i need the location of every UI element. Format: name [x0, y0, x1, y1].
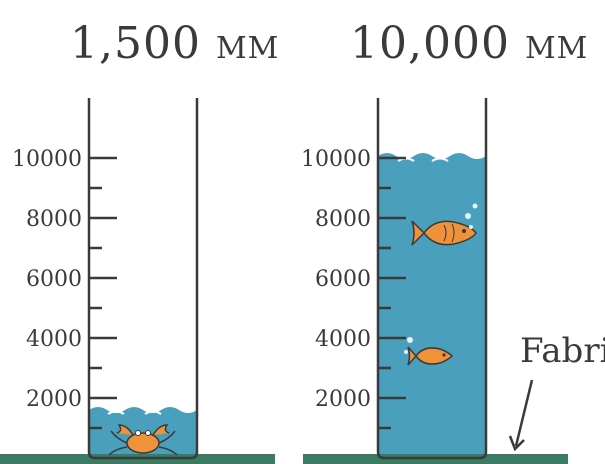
right-tick-6000: 6000	[315, 267, 371, 292]
right-water	[378, 153, 486, 454]
left-column-heading: 1,500 MM	[70, 18, 279, 69]
left-scale	[89, 156, 117, 430]
left-column-unit: MM	[215, 31, 280, 66]
right-column-heading: 10,000 MM	[350, 18, 588, 69]
crab-icon	[108, 424, 178, 456]
left-tube	[87, 98, 199, 460]
right-scale	[378, 156, 406, 430]
right-tick-10000: 10000	[301, 147, 371, 172]
left-column-value: 1,500	[70, 18, 201, 69]
right-tick-2000: 2000	[315, 387, 371, 412]
left-water	[89, 407, 197, 454]
right-tick-4000: 4000	[315, 327, 371, 352]
left-tick-10000: 10000	[12, 147, 82, 172]
left-tick-6000: 6000	[26, 267, 82, 292]
right-tube	[376, 98, 488, 460]
fish-icon	[407, 346, 454, 366]
left-tick-8000: 8000	[26, 207, 82, 232]
right-column-unit: MM	[524, 31, 589, 66]
left-tick-2000: 2000	[26, 387, 82, 412]
left-tick-4000: 4000	[26, 327, 82, 352]
fish-icon	[411, 220, 477, 246]
arrow-icon	[508, 379, 534, 452]
fabric-label: Fabric	[520, 331, 605, 371]
right-tick-8000: 8000	[315, 207, 371, 232]
right-column-value: 10,000	[350, 18, 510, 69]
